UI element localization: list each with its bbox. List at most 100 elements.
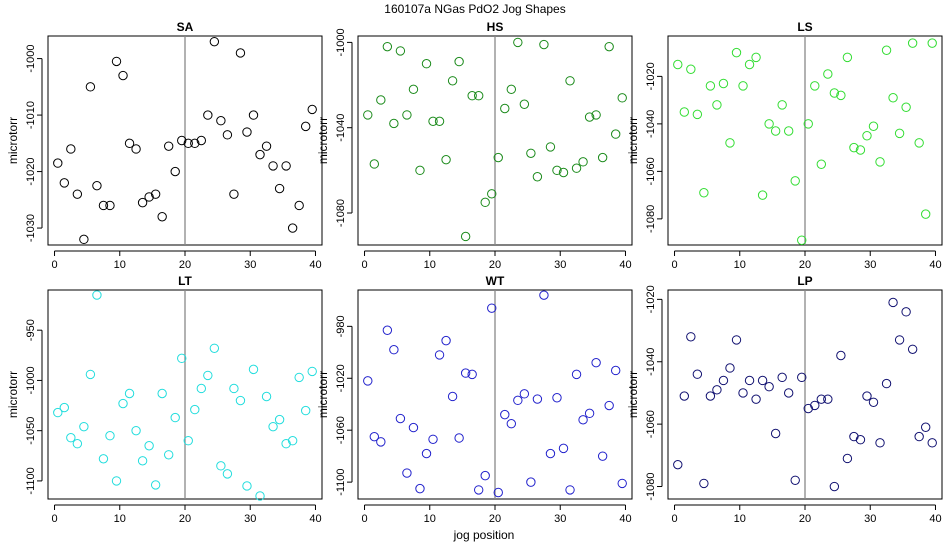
data-point: [281, 439, 291, 449]
data-point: [382, 41, 393, 52]
data-point: [163, 450, 174, 460]
data-point: [731, 47, 742, 58]
data-point: [823, 394, 833, 404]
data-point: [699, 478, 709, 489]
x-tick-label: 0: [361, 259, 367, 271]
data-point: [591, 110, 601, 120]
y-axis-label: microtorr: [316, 117, 330, 164]
panel-title: LS: [797, 20, 812, 34]
data-point: [222, 469, 233, 479]
data-point: [797, 372, 807, 383]
data-point: [920, 422, 931, 432]
data-point: [415, 165, 425, 176]
data-point: [901, 307, 911, 317]
x-tick-label: 0: [51, 513, 57, 525]
data-point: [300, 121, 311, 132]
data-point: [157, 388, 167, 399]
x-tick-label: 20: [179, 513, 191, 525]
x-tick-label: 40: [619, 513, 631, 525]
data-point: [810, 400, 820, 411]
y-tick-label: -1000: [25, 366, 37, 394]
y-tick-label: -1000: [25, 45, 37, 73]
data-point: [170, 412, 180, 423]
data-point: [402, 110, 412, 120]
data-point: [79, 421, 89, 432]
data-point: [532, 394, 543, 404]
data-point: [402, 468, 412, 478]
data-point: [519, 389, 530, 399]
x-tick-label: 30: [864, 513, 876, 525]
data-point: [584, 112, 595, 122]
data-point: [881, 45, 892, 55]
data-point: [764, 382, 774, 392]
data-point: [591, 357, 601, 368]
data-point: [539, 39, 549, 50]
data-point: [203, 370, 213, 381]
panel-hs: HS 0 10 20 30 40 -1080 -1040 -1000 microtorr: [316, 20, 633, 271]
data-point: [914, 431, 924, 442]
data-point: [692, 369, 703, 379]
data-point: [500, 409, 510, 420]
data-point: [441, 154, 451, 165]
data-point: [679, 107, 690, 117]
data-point: [783, 388, 794, 398]
data-point: [500, 103, 510, 114]
data-point: [875, 157, 885, 167]
data-point: [894, 128, 905, 139]
x-tick-label: 20: [489, 513, 501, 525]
data-point: [604, 400, 614, 411]
x-tick-label: 20: [489, 259, 501, 271]
data-point: [428, 434, 438, 444]
data-point: [610, 129, 621, 139]
data-point: [849, 142, 859, 153]
data-point: [513, 37, 523, 48]
y-tick-label: -1030: [25, 214, 37, 242]
data-point: [487, 303, 497, 313]
data-point: [92, 180, 102, 191]
data-point: [235, 48, 246, 58]
data-point: [552, 165, 562, 176]
data-point: [597, 152, 608, 163]
data-point: [480, 470, 490, 481]
data-point: [196, 135, 207, 146]
data-point: [369, 159, 380, 169]
data-point: [545, 448, 556, 459]
data-point: [92, 290, 102, 300]
data-point: [421, 448, 432, 459]
data-point: [712, 385, 722, 395]
data-point: [790, 475, 800, 485]
data-point: [473, 485, 484, 495]
data-point: [718, 375, 729, 386]
data-point: [927, 38, 937, 48]
data-point: [842, 453, 853, 464]
data-point: [395, 413, 406, 424]
y-tick-label: -1060: [335, 416, 347, 444]
data-point: [59, 402, 70, 413]
data-point: [255, 491, 265, 501]
data-point: [829, 88, 840, 98]
data-point: [441, 335, 451, 346]
data-point: [170, 166, 180, 177]
data-point: [287, 436, 298, 446]
y-tick-label: -1060: [645, 157, 657, 185]
data-point: [673, 59, 683, 70]
data-point: [190, 138, 200, 149]
data-point: [803, 119, 813, 129]
data-point: [571, 369, 582, 380]
data-point: [558, 443, 569, 454]
data-point: [578, 157, 588, 167]
x-tick-label: 20: [799, 259, 811, 271]
data-point: [539, 290, 549, 300]
data-point: [447, 76, 458, 86]
y-tick-label: -1020: [645, 62, 657, 90]
data-point: [907, 344, 918, 354]
x-tick-label: 40: [929, 513, 941, 525]
x-tick-label: 10: [424, 259, 436, 271]
data-point: [150, 480, 161, 490]
data-point: [98, 200, 109, 211]
data-point: [764, 119, 774, 129]
data-point: [718, 78, 729, 89]
y-tick-label: -1020: [645, 285, 657, 313]
data-point: [770, 428, 781, 439]
data-point: [434, 116, 445, 127]
